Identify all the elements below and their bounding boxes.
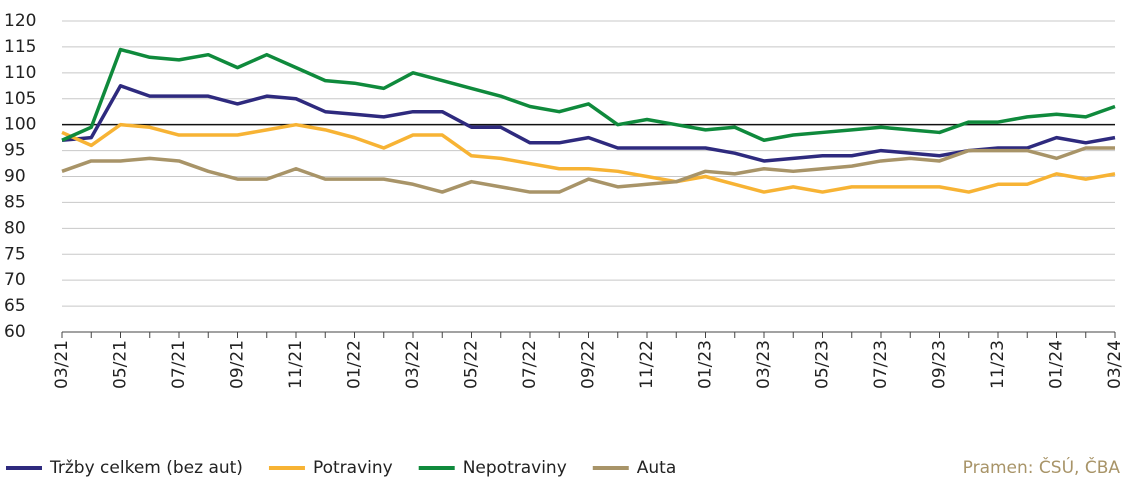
x-tick-label: 09/21	[228, 340, 248, 389]
series-line	[61, 122, 1116, 194]
y-tick-label: 115	[4, 37, 36, 57]
x-tick-label: 07/22	[520, 340, 540, 389]
x-tick-label: 07/23	[871, 340, 891, 389]
legend-label: Potraviny	[313, 458, 393, 478]
x-tick-label: 11/23	[988, 340, 1008, 389]
x-tick-label: 11/22	[637, 340, 657, 389]
y-tick-label: 120	[4, 11, 36, 31]
x-tick-label: 05/23	[813, 340, 833, 389]
y-tick-label: 110	[4, 63, 36, 83]
y-tick-label: 85	[4, 192, 26, 212]
series-line	[61, 84, 1116, 163]
legend-label: Nepotraviny	[463, 458, 567, 478]
y-tick-label: 75	[4, 244, 26, 264]
legend-label: Auta	[637, 458, 677, 478]
y-tick-label: 90	[4, 167, 26, 187]
x-tick-label: 01/23	[696, 340, 716, 389]
series-line	[61, 47, 1116, 142]
x-tick-label: 03/21	[52, 340, 72, 389]
y-tick-label: 100	[4, 115, 36, 135]
x-tick-label: 11/21	[286, 340, 306, 389]
y-tick-label: 105	[4, 89, 36, 109]
y-tick-label: 95	[4, 141, 26, 161]
x-tick-label: 05/22	[462, 340, 482, 389]
x-tick-label: 03/24	[1105, 340, 1123, 389]
x-tick-label: 09/22	[579, 340, 599, 389]
x-tick-label: 05/21	[111, 340, 131, 389]
x-tick-label: 09/23	[930, 340, 950, 389]
source: Pramen: ČSÚ, ČBA	[963, 456, 1121, 478]
series-line	[61, 146, 1115, 194]
legend-label: Tržby celkem (bez aut)	[49, 458, 243, 478]
x-tick-label: 01/22	[345, 340, 365, 389]
y-tick-label: 65	[4, 296, 26, 316]
y-tick-label: 60	[4, 322, 26, 342]
x-tick-label: 07/21	[169, 340, 189, 389]
x-tick-label: 03/23	[754, 340, 774, 389]
x-tick-label: 03/22	[403, 340, 423, 389]
y-tick-label: 70	[4, 270, 26, 290]
x-tick-label: 01/24	[1047, 340, 1067, 389]
y-tick-label: 80	[4, 218, 26, 238]
